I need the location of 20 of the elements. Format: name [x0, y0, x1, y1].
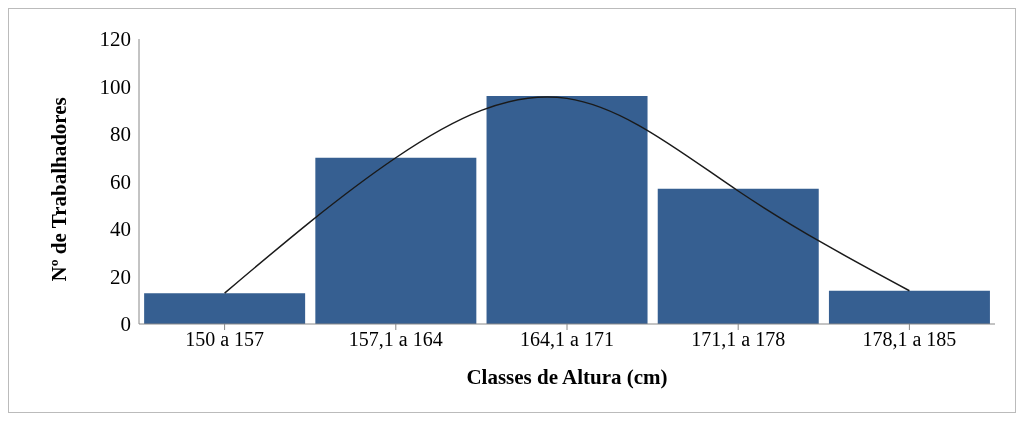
- x-axis-title: Classes de Altura (cm): [466, 364, 668, 389]
- y-tick-label: 60: [110, 169, 131, 194]
- bar: [315, 157, 477, 324]
- y-tick-label: 100: [99, 74, 131, 99]
- y-tick-label: 120: [99, 27, 131, 52]
- x-tick-label: 157,1 a 164: [348, 328, 443, 351]
- line-series: [223, 96, 911, 294]
- bar: [828, 290, 990, 324]
- y-tick-label: 40: [110, 217, 131, 242]
- y-tick-label: 20: [110, 264, 131, 289]
- y-tick-label: 80: [110, 122, 131, 147]
- bar: [657, 188, 819, 324]
- x-tick-label: 164,1 a 171: [520, 328, 614, 351]
- x-tick-label: 150 a 157: [185, 328, 265, 351]
- x-tick-label: 171,1 a 178: [691, 328, 786, 351]
- y-axis-title: Nº de Trabalhadores: [47, 97, 72, 282]
- bar: [144, 293, 306, 324]
- bar: [486, 96, 648, 324]
- y-tick-label: 0: [120, 312, 131, 337]
- x-tick-label: 178,1 a 185: [862, 328, 957, 351]
